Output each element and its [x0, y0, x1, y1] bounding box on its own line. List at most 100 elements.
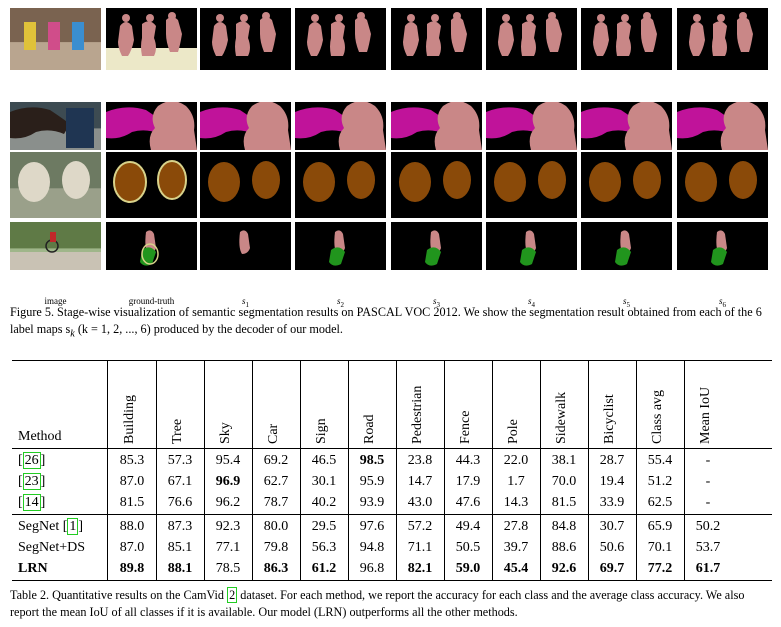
column-header: Class avg	[650, 389, 665, 444]
table-cell: 67.1	[167, 474, 193, 489]
ground-truth-map	[106, 222, 197, 270]
citation-link[interactable]: 1	[67, 518, 79, 535]
table-cell: 65.9	[647, 519, 673, 534]
stage-label-map	[677, 102, 768, 150]
table-cell: 84.8	[551, 519, 577, 534]
stage-label-map	[581, 152, 672, 218]
table-cell: 45.4	[503, 561, 529, 576]
table-cell: 78.7	[263, 495, 289, 510]
row-label: SegNet+DS	[18, 540, 86, 555]
figure-caption-text: Figure 5. Stage-wise visualization of se…	[10, 305, 762, 336]
table-cell: 33.9	[599, 495, 625, 510]
table-cell: 77.2	[647, 561, 673, 576]
figure-column-label: s5	[622, 296, 630, 309]
segmentation-figure	[10, 8, 772, 270]
table-cell: 96.2	[215, 495, 241, 510]
table-caption: Table 2. Quantitative results on the Cam…	[10, 587, 775, 621]
table-cell: 40.2	[311, 495, 337, 510]
input-image	[10, 222, 101, 270]
table-cell: 87.0	[119, 540, 145, 555]
table-cell: 69.7	[599, 561, 625, 576]
row-label: LRN	[18, 561, 48, 576]
table-cell: 88.1	[167, 561, 193, 576]
citation-link[interactable]: 14	[22, 494, 41, 511]
stage-label-map	[486, 102, 577, 150]
table-cell: 98.5	[359, 453, 385, 468]
table-cell: 89.8	[119, 561, 145, 576]
table-cell: 44.3	[455, 453, 481, 468]
column-header: Car	[266, 423, 281, 444]
table-column-divider	[300, 360, 301, 580]
table-cell: -	[705, 495, 711, 510]
table-cell: 81.5	[551, 495, 577, 510]
ground-truth-map	[106, 102, 197, 150]
figure-column-label: s3	[432, 296, 440, 309]
column-header: Bicyclist	[602, 394, 617, 444]
row-label: [23]	[18, 473, 46, 490]
column-header: Sign	[314, 418, 329, 444]
table-cell: 86.3	[263, 561, 289, 576]
stage-label-map	[200, 102, 291, 150]
stage-label-map	[486, 152, 577, 218]
column-header: Sidewalk	[554, 391, 569, 444]
table-group-rule	[12, 514, 772, 515]
table-cell: 81.5	[119, 495, 145, 510]
table-caption-part1: Table 2. Quantitative results on the Cam…	[10, 588, 228, 602]
table-cell: 76.6	[167, 495, 193, 510]
method-header: Method	[18, 429, 62, 444]
input-image	[10, 152, 101, 218]
stage-label-map	[391, 222, 482, 270]
stage-label-map	[391, 152, 482, 218]
figure-caption: Figure 5. Stage-wise visualization of se…	[10, 304, 775, 342]
table-cell: 78.5	[215, 561, 241, 576]
table-cell: 38.1	[551, 453, 577, 468]
row-label: [14]	[18, 494, 46, 511]
table-method-divider	[107, 360, 108, 580]
table-cell: 47.6	[455, 495, 481, 510]
stage-label-map	[295, 8, 386, 70]
column-header: Tree	[170, 418, 185, 444]
table-cell: 14.3	[503, 495, 529, 510]
row-label: [26]	[18, 452, 46, 469]
results-table: Method Building Tree Sky Car Sign Road Pedestr…	[12, 360, 772, 582]
table-cell: 17.9	[455, 474, 481, 489]
table-top-rule	[12, 360, 772, 361]
table-cell: 62.5	[647, 495, 673, 510]
figure-column-label: ground-truth	[128, 296, 175, 306]
table-cell: 43.0	[407, 495, 433, 510]
table-cell: 95.9	[359, 474, 385, 489]
table-cell: 57.2	[407, 519, 433, 534]
table-cell: 62.7	[263, 474, 289, 489]
table-cell: 69.2	[263, 453, 289, 468]
table-cell: 27.8	[503, 519, 529, 534]
table-cell: 1.7	[507, 474, 525, 489]
stage-label-map	[295, 102, 386, 150]
figure-caption-subscript: k	[70, 328, 75, 340]
table-cell: 71.1	[407, 540, 433, 555]
stage-label-map	[581, 222, 672, 270]
table-bottom-rule	[12, 580, 772, 581]
table-cell: 59.0	[455, 561, 481, 576]
input-image	[10, 102, 101, 150]
stage-label-map	[581, 8, 672, 70]
stage-label-map	[200, 152, 291, 218]
stage-label-map	[677, 152, 768, 218]
stage-label-map	[391, 8, 482, 70]
citation-link[interactable]: 26	[22, 452, 41, 469]
table-column-divider	[252, 360, 253, 580]
table-column-divider	[588, 360, 589, 580]
stage-label-map	[486, 222, 577, 270]
column-header: Mean IoU	[698, 386, 713, 444]
table-column-divider	[444, 360, 445, 580]
stage-label-map	[677, 222, 768, 270]
table-caption-citation[interactable]: 2	[227, 587, 238, 603]
citation-link[interactable]: 23	[22, 473, 41, 490]
table-cell: 92.3	[215, 519, 241, 534]
table-cell: 88.6	[551, 540, 577, 555]
table-cell: 79.8	[263, 540, 289, 555]
ground-truth-map	[106, 152, 197, 218]
table-cell: 80.0	[263, 519, 289, 534]
figure-column-label: s4	[527, 296, 535, 309]
figure-row	[10, 222, 772, 270]
table-cell: 92.6	[551, 561, 577, 576]
